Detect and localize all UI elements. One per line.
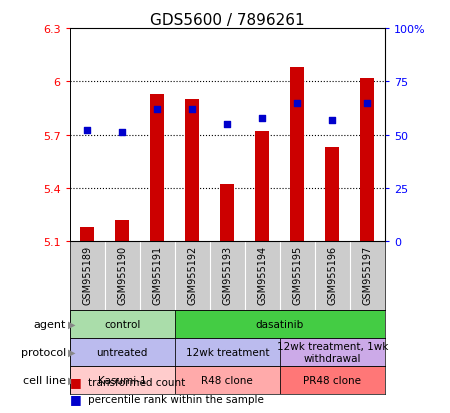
Bar: [220, 185, 234, 242]
Bar: [150, 95, 164, 242]
Bar: [360, 78, 374, 242]
Point: [84, 128, 91, 134]
Bar: [175, 338, 280, 366]
Point: [328, 117, 336, 123]
Text: GSM955192: GSM955192: [187, 245, 197, 304]
Text: percentile rank within the sample: percentile rank within the sample: [88, 394, 264, 404]
Bar: [185, 100, 199, 242]
Point: [294, 100, 301, 107]
Bar: [70, 310, 175, 338]
Text: cell line: cell line: [23, 375, 66, 385]
Bar: [70, 338, 175, 366]
Text: ■: ■: [70, 392, 81, 405]
Bar: [80, 228, 94, 242]
Text: ▶: ▶: [68, 375, 75, 385]
Text: transformed count: transformed count: [88, 377, 185, 387]
Text: GSM955194: GSM955194: [257, 245, 267, 304]
Bar: [115, 220, 129, 242]
Text: untreated: untreated: [97, 347, 148, 357]
Point: [364, 100, 371, 107]
Bar: [70, 366, 175, 394]
Text: protocol: protocol: [21, 347, 66, 357]
Text: Kasumi-1: Kasumi-1: [98, 375, 147, 385]
Text: GSM955191: GSM955191: [152, 245, 162, 304]
Text: agent: agent: [34, 319, 66, 329]
Text: GSM955195: GSM955195: [292, 245, 302, 304]
Text: dasatinib: dasatinib: [256, 319, 304, 329]
Bar: [280, 338, 385, 366]
Text: GSM955193: GSM955193: [222, 245, 232, 304]
Point: [259, 115, 266, 121]
Text: GSM955190: GSM955190: [117, 245, 127, 304]
Text: ■: ■: [70, 375, 81, 389]
Text: GSM955189: GSM955189: [82, 245, 92, 304]
Point: [189, 107, 196, 113]
Point: [224, 121, 231, 128]
Bar: [175, 366, 280, 394]
Text: control: control: [104, 319, 140, 329]
Text: GSM955197: GSM955197: [362, 245, 372, 304]
Text: ▶: ▶: [68, 319, 75, 329]
Point: [119, 130, 126, 136]
Text: GSM955196: GSM955196: [327, 245, 337, 304]
Text: ▶: ▶: [68, 347, 75, 357]
Bar: [280, 366, 385, 394]
Point: [153, 107, 161, 113]
Bar: [175, 310, 385, 338]
Text: 12wk treatment: 12wk treatment: [185, 347, 269, 357]
Text: R48 clone: R48 clone: [202, 375, 253, 385]
Bar: [255, 132, 269, 242]
Title: GDS5600 / 7896261: GDS5600 / 7896261: [150, 13, 305, 28]
Text: 12wk treatment, 1wk
withdrawal: 12wk treatment, 1wk withdrawal: [277, 341, 388, 363]
Bar: [290, 68, 304, 242]
Text: PR48 clone: PR48 clone: [303, 375, 361, 385]
Bar: [325, 148, 339, 242]
